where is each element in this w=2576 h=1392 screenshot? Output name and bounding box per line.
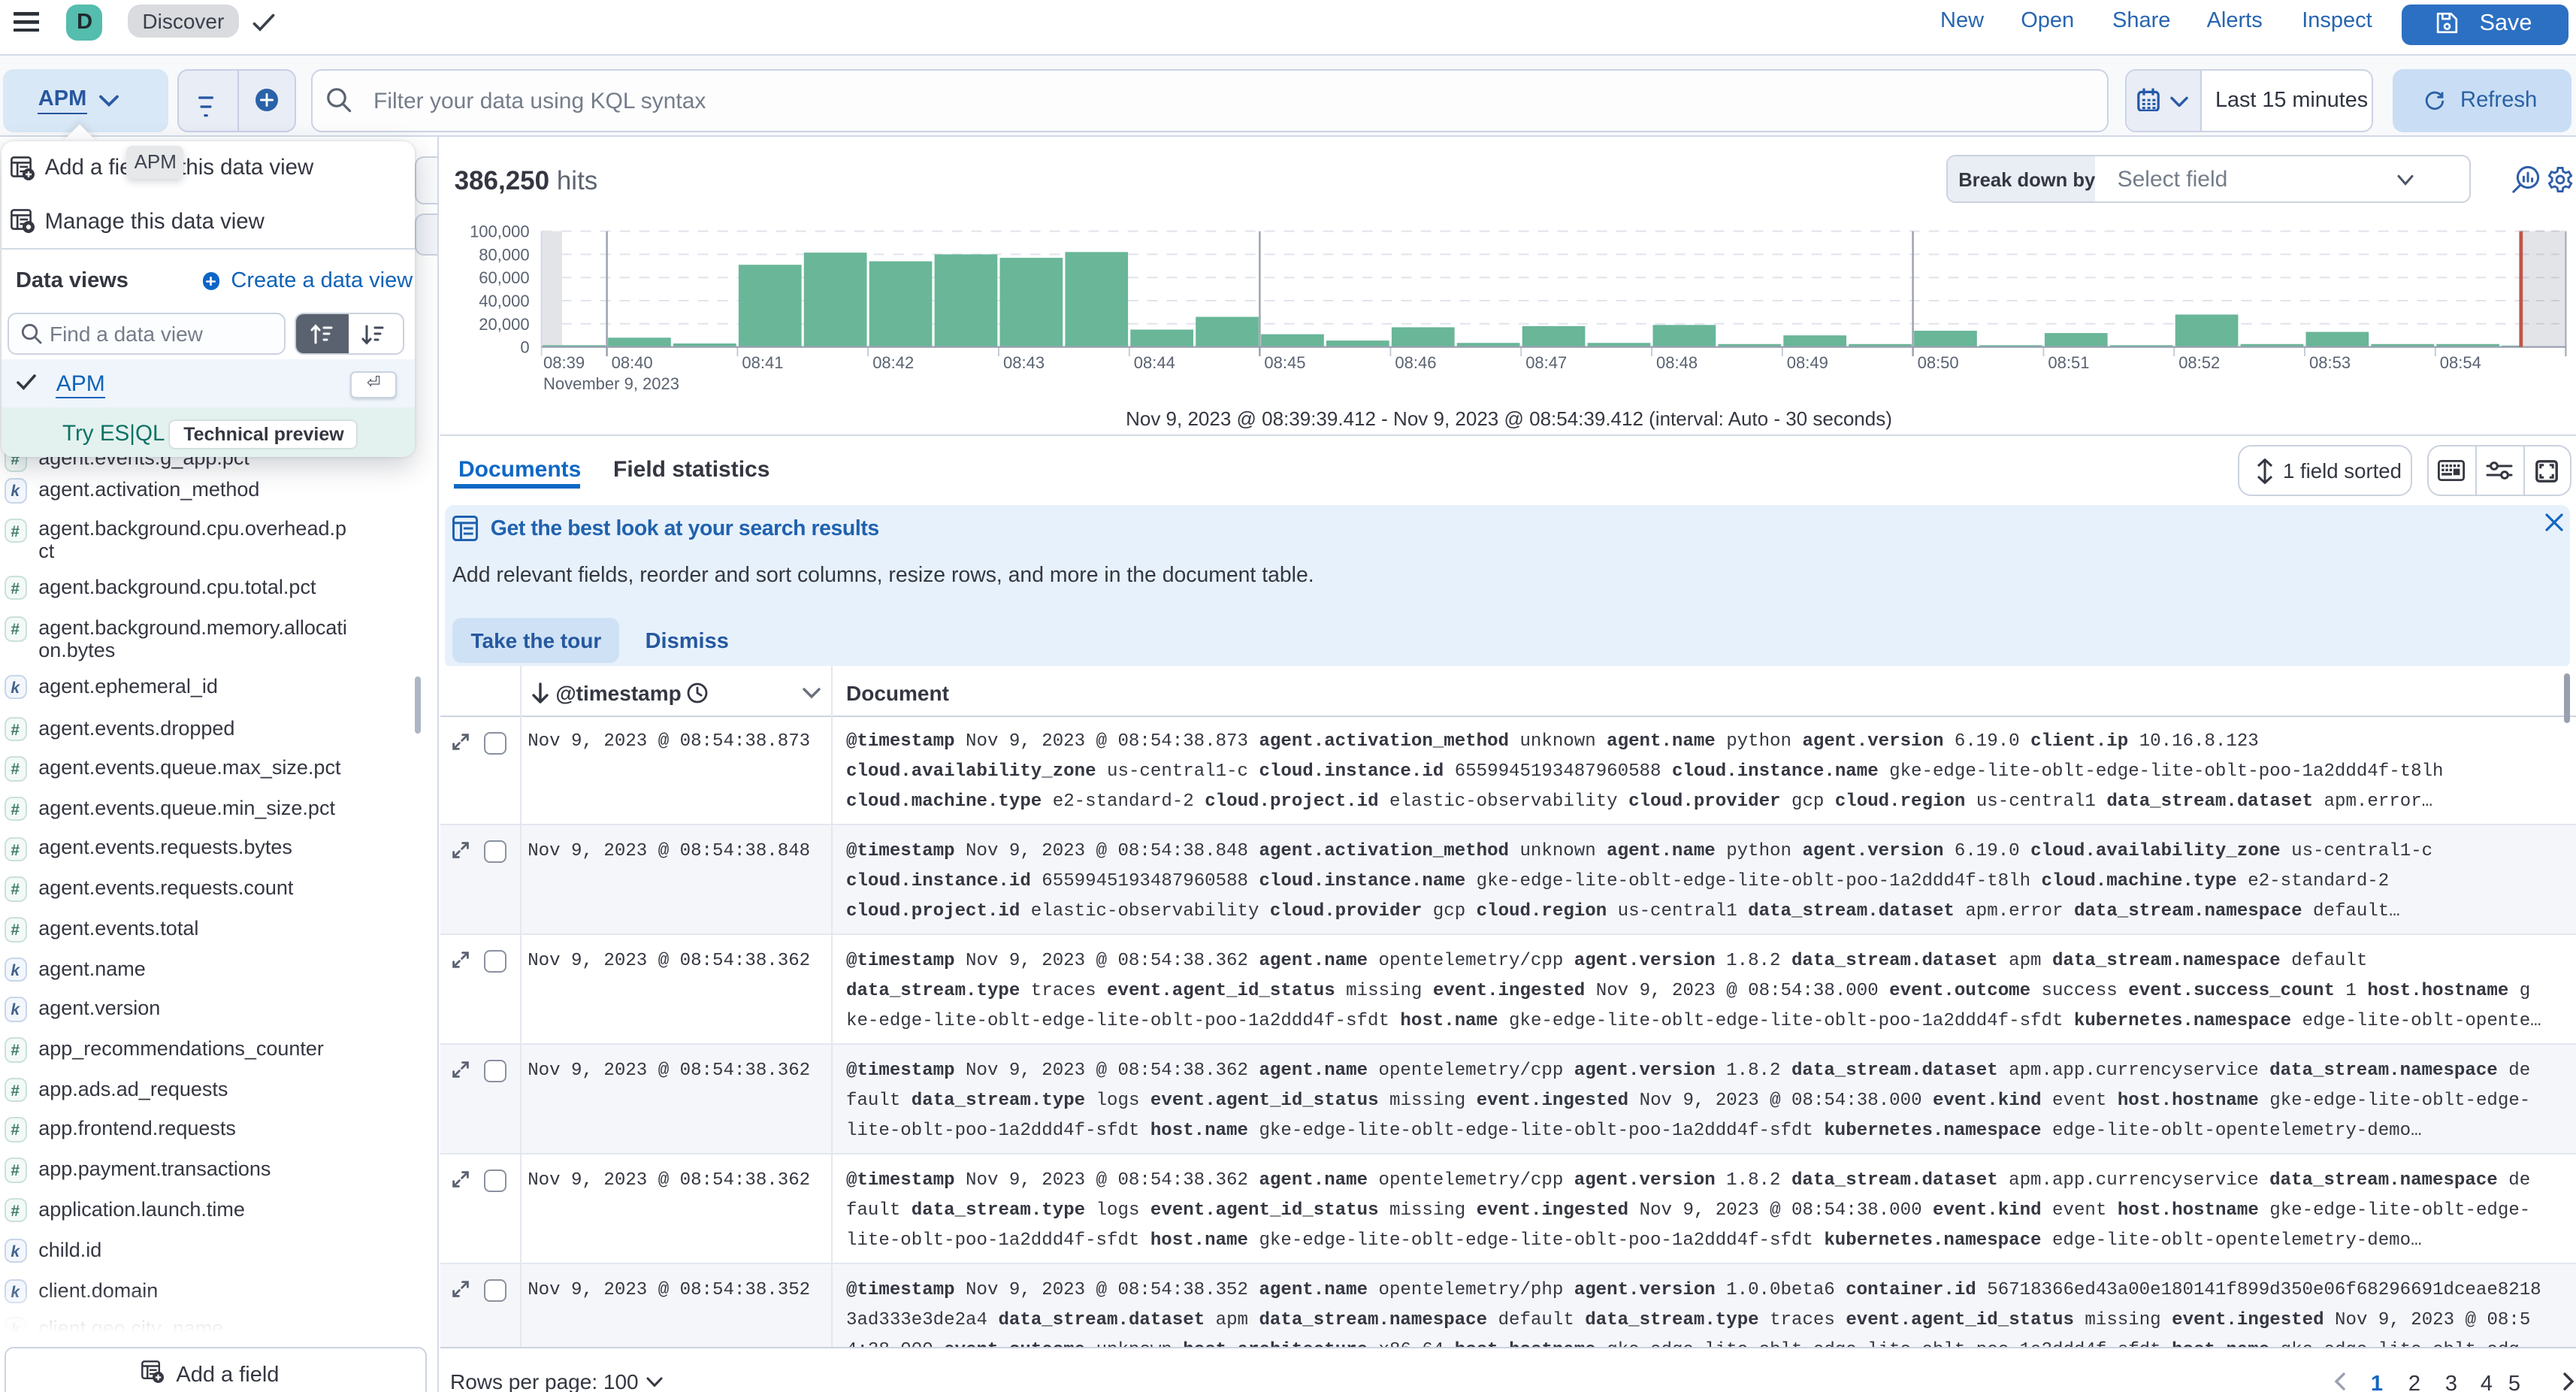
svg-text:80,000: 80,000 xyxy=(479,245,529,264)
svg-text:08:53: 08:53 xyxy=(2309,353,2351,372)
svg-text:08:42: 08:42 xyxy=(872,353,914,372)
svg-text:November 9, 2023: November 9, 2023 xyxy=(543,374,679,393)
svg-text:08:47: 08:47 xyxy=(1525,353,1567,372)
svg-text:08:43: 08:43 xyxy=(1003,353,1045,372)
svg-text:08:52: 08:52 xyxy=(2178,353,2220,372)
svg-text:60,000: 60,000 xyxy=(479,268,529,287)
svg-text:08:54: 08:54 xyxy=(2440,353,2481,372)
svg-text:08:46: 08:46 xyxy=(1395,353,1436,372)
svg-text:08:45: 08:45 xyxy=(1264,353,1305,372)
svg-text:08:44: 08:44 xyxy=(1134,353,1175,372)
svg-text:08:50: 08:50 xyxy=(1918,353,1959,372)
svg-text:08:41: 08:41 xyxy=(742,353,783,372)
svg-text:0: 0 xyxy=(520,338,529,357)
svg-text:08:51: 08:51 xyxy=(2048,353,2089,372)
svg-text:08:40: 08:40 xyxy=(612,353,653,372)
svg-text:100,000: 100,000 xyxy=(470,222,530,241)
svg-text:08:48: 08:48 xyxy=(1656,353,1698,372)
svg-text:20,000: 20,000 xyxy=(479,315,529,334)
svg-text:08:49: 08:49 xyxy=(1787,353,1828,372)
svg-text:08:39: 08:39 xyxy=(543,353,585,372)
svg-text:40,000: 40,000 xyxy=(479,292,529,310)
